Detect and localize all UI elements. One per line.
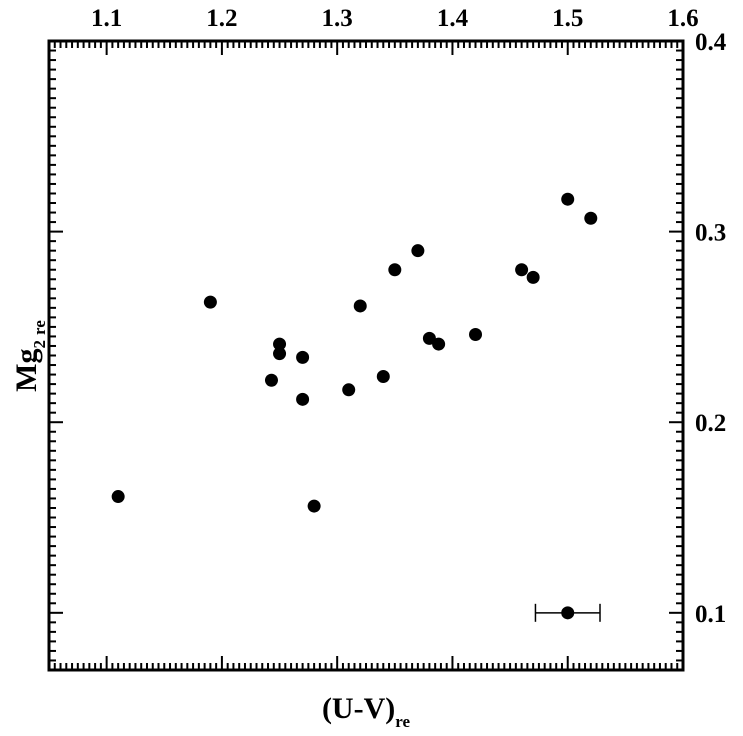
data-point [353, 299, 367, 313]
data-point [203, 295, 217, 309]
data-point [376, 369, 390, 383]
data-point [273, 337, 287, 351]
data-point [307, 499, 321, 513]
data-point [264, 373, 278, 387]
y-tick-label: 0.4 [695, 29, 727, 56]
data-points [111, 192, 598, 513]
data-point [526, 270, 540, 284]
y-axis-label: Mg2re [10, 320, 49, 392]
x-tick-label: 1.4 [437, 5, 469, 32]
data-point [296, 350, 310, 364]
x-tick-label: 1.3 [322, 5, 353, 32]
x-tick-label: 1.6 [667, 5, 698, 32]
x-tick-label: 1.1 [91, 5, 122, 32]
x-axis-label: (U-V)re [322, 692, 411, 731]
data-point [469, 328, 483, 342]
x-tick-labels: 1.1 1.2 1.3 1.4 1.5 1.6 [91, 5, 699, 32]
y-tick-labels: 0.1 0.2 0.3 0.4 [695, 29, 727, 628]
error-bar-example [534, 603, 601, 622]
data-point [342, 383, 356, 397]
data-point [388, 263, 402, 277]
error-bar-point [561, 606, 575, 620]
y-tick-label: 0.2 [695, 410, 726, 437]
tick-marks [48, 40, 684, 671]
data-point [515, 263, 529, 277]
data-point [432, 337, 446, 351]
data-point [584, 211, 598, 225]
x-tick-label: 1.2 [206, 5, 237, 32]
plot-frame [47, 39, 685, 672]
data-point [411, 244, 425, 258]
y-tick-label: 0.1 [695, 601, 726, 628]
data-point [273, 347, 287, 361]
data-point [296, 392, 310, 406]
y-tick-label: 0.3 [695, 220, 726, 247]
data-point [111, 490, 125, 504]
data-point [561, 192, 575, 206]
x-tick-label: 1.5 [552, 5, 583, 32]
